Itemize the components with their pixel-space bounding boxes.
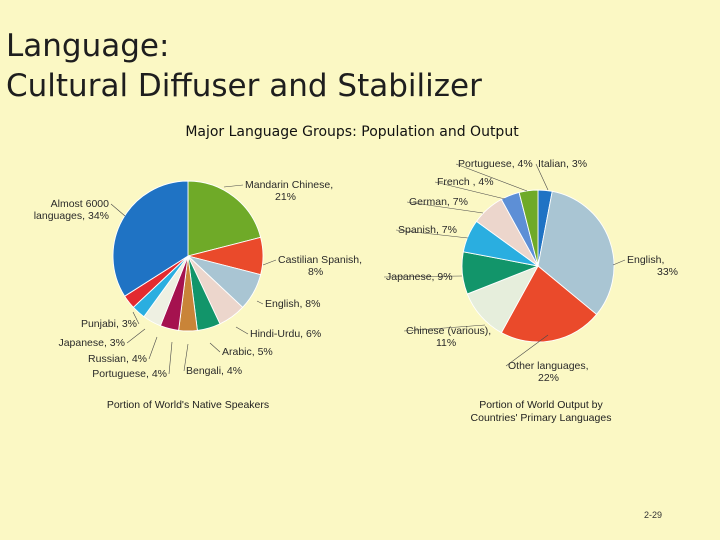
- leader-line-portuguese: [168, 341, 173, 375]
- slice-label-portuguese: Portuguese, 4%: [458, 158, 533, 170]
- leader-line-almost-6000-languages: [110, 203, 126, 217]
- slice-label-castilian-spanish: Castilian Spanish, 8%: [278, 254, 362, 278]
- leader-line-japanese: [126, 328, 146, 344]
- leader-line-bengali: [183, 343, 189, 372]
- leader-line-hindi-urdu: [235, 326, 249, 335]
- chart-subtitle: Major Language Groups: Population and Ou…: [185, 124, 519, 140]
- leader-line-portuguese: [455, 163, 528, 192]
- slide-title-line-1: Language:: [6, 28, 170, 64]
- slice-label-spanish: Spanish, 7%: [398, 224, 457, 236]
- slice-label-french: French , 4%: [437, 176, 494, 188]
- world-output-caption-line-2: Countries' Primary Languages: [471, 412, 612, 424]
- native-speakers-pie: Mandarin Chinese, 21% Castilian Spanish, 8%…: [34, 179, 362, 380]
- slice-label-almost-6000-languages: Almost 6000 languages, 34%: [34, 198, 109, 222]
- leader-line-punjabi: [132, 311, 140, 325]
- slide-title: Language: Cultural Diffuser and Stabiliz…: [6, 26, 482, 106]
- page-number: 2-29: [644, 510, 663, 520]
- slide-title-line-2: Cultural Diffuser and Stabilizer: [6, 68, 482, 104]
- leader-line-russian: [148, 336, 158, 360]
- slice-label-german: German, 7%: [409, 196, 468, 208]
- slice-label-bengali: Bengali, 4%: [186, 365, 242, 377]
- leader-line-arabic: [209, 342, 221, 353]
- leader-line-english: [612, 259, 626, 266]
- pie-slice-mandarin-chinese: [187, 180, 262, 257]
- leader-line-other-languages: [505, 334, 549, 367]
- pie-slice-other-languages: [500, 265, 598, 343]
- leader-line-english: [256, 300, 264, 305]
- pie-slice-almost-6000-languages: [112, 180, 189, 297]
- slice-label-arabic: Arabic, 5%: [222, 346, 273, 358]
- slice-label-english: English, 8%: [265, 298, 320, 310]
- slice-label-other-languages: Other languages, 22%: [508, 360, 589, 384]
- leader-line-spanish: [395, 229, 469, 239]
- leader-line-german: [406, 201, 484, 214]
- world-output-pie: Italian, 3% English, 33% Other languages, 22…: [383, 158, 678, 384]
- slice-label-punjabi: Punjabi, 3%: [81, 318, 137, 330]
- slice-label-hindi-urdu: Hindi-Urdu, 6%: [250, 328, 321, 340]
- slice-label-mandarin-chinese: Mandarin Chinese, 21%: [245, 179, 333, 203]
- world-output-caption: Portion of World Output by: [479, 399, 603, 411]
- slice-label-portuguese: Portuguese, 4%: [92, 368, 167, 380]
- leader-line-castilian-spanish: [262, 259, 277, 266]
- native-speakers-caption: Portion of World's Native Speakers: [107, 399, 269, 411]
- leader-line-chinese-various: [403, 324, 486, 332]
- slice-label-italian: Italian, 3%: [538, 158, 587, 170]
- leader-line-mandarin-chinese: [223, 184, 244, 188]
- pie-slice-english: [537, 190, 615, 316]
- leader-line-japanese: [383, 275, 463, 278]
- slice-label-japanese: Japanese, 3%: [58, 337, 125, 349]
- slice-label-russian: Russian, 4%: [88, 353, 147, 365]
- leader-line-french: [434, 181, 506, 200]
- leader-line-italian: [535, 163, 549, 191]
- slice-label-chinese-various: Chinese (various), 11%: [406, 325, 491, 349]
- slice-label-english: English, 33%: [627, 254, 678, 278]
- pie-slice-portuguese: [518, 189, 539, 267]
- slice-label-japanese: Japanese, 9%: [386, 271, 453, 283]
